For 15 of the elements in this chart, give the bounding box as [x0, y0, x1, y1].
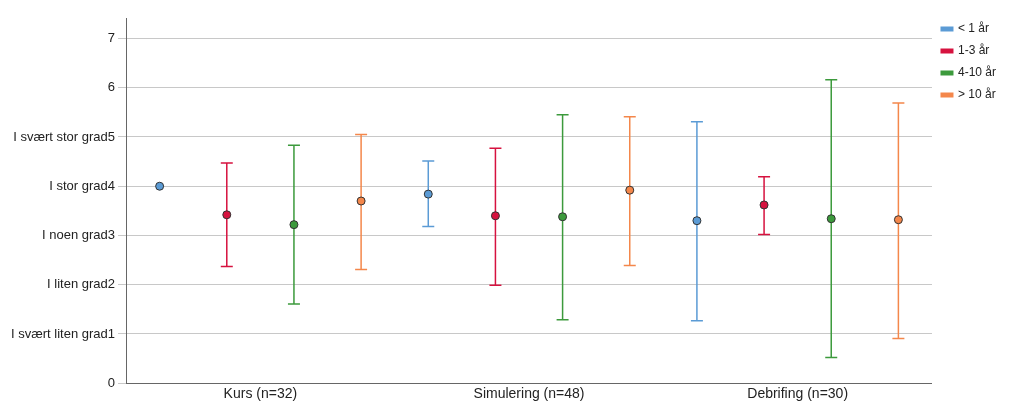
x-tick-label: Debrifing (n=30): [747, 385, 849, 402]
y-tick-label: 0: [107, 374, 116, 390]
y-tick-label: I stor grad4: [49, 177, 116, 193]
y-tick-label: I noen grad3: [42, 227, 116, 243]
y-tick-label: 7: [107, 30, 116, 46]
y-tick-label: I svært stor grad5: [13, 128, 116, 144]
y-tick-label: I svært liten grad1: [11, 325, 116, 341]
legend-label: 1-3 år: [957, 43, 990, 58]
legend-label: 4-10 år: [957, 65, 997, 80]
legend-label: > 10 år: [957, 87, 996, 102]
x-tick-label: Kurs (n=32): [223, 385, 298, 402]
y-tick-label: I liten grad2: [47, 276, 116, 292]
y-tick-label: 6: [107, 79, 116, 95]
x-tick-label: Simulering (n=48): [473, 385, 585, 402]
legend-label: < 1 år: [957, 21, 990, 36]
